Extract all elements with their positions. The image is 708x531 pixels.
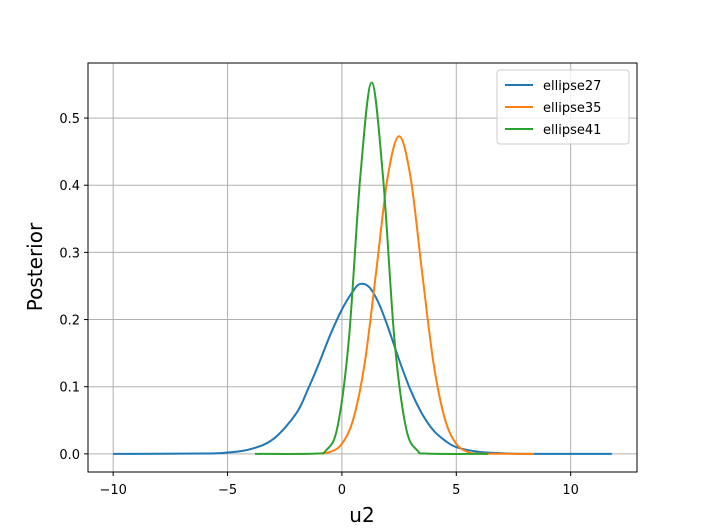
y-tick-label: 0.1 xyxy=(59,381,80,396)
y-tick-label: 0.0 xyxy=(59,448,80,463)
y-tick-label: 0.3 xyxy=(59,246,80,261)
x-tick-label: −10 xyxy=(99,483,126,498)
legend-label: ellipse41 xyxy=(543,123,601,138)
y-tick-label: 0.5 xyxy=(59,112,80,127)
x-tick-label: 5 xyxy=(452,483,460,498)
y-tick-label: 0.4 xyxy=(59,179,80,194)
x-axis-label: u2 xyxy=(349,503,374,527)
line-series xyxy=(113,282,612,455)
line-series xyxy=(318,135,535,455)
plot-frame xyxy=(87,62,638,473)
legend-box xyxy=(496,69,630,145)
y-axis-label: Posterior xyxy=(23,222,47,311)
line-series xyxy=(254,81,489,455)
x-tick-label: 0 xyxy=(338,483,346,498)
x-tick-label: −5 xyxy=(218,483,237,498)
legend-label: ellipse27 xyxy=(543,79,601,94)
y-tick-label: 0.2 xyxy=(59,314,80,329)
x-tick-label: 10 xyxy=(562,483,579,498)
legend-label: ellipse35 xyxy=(543,101,601,116)
